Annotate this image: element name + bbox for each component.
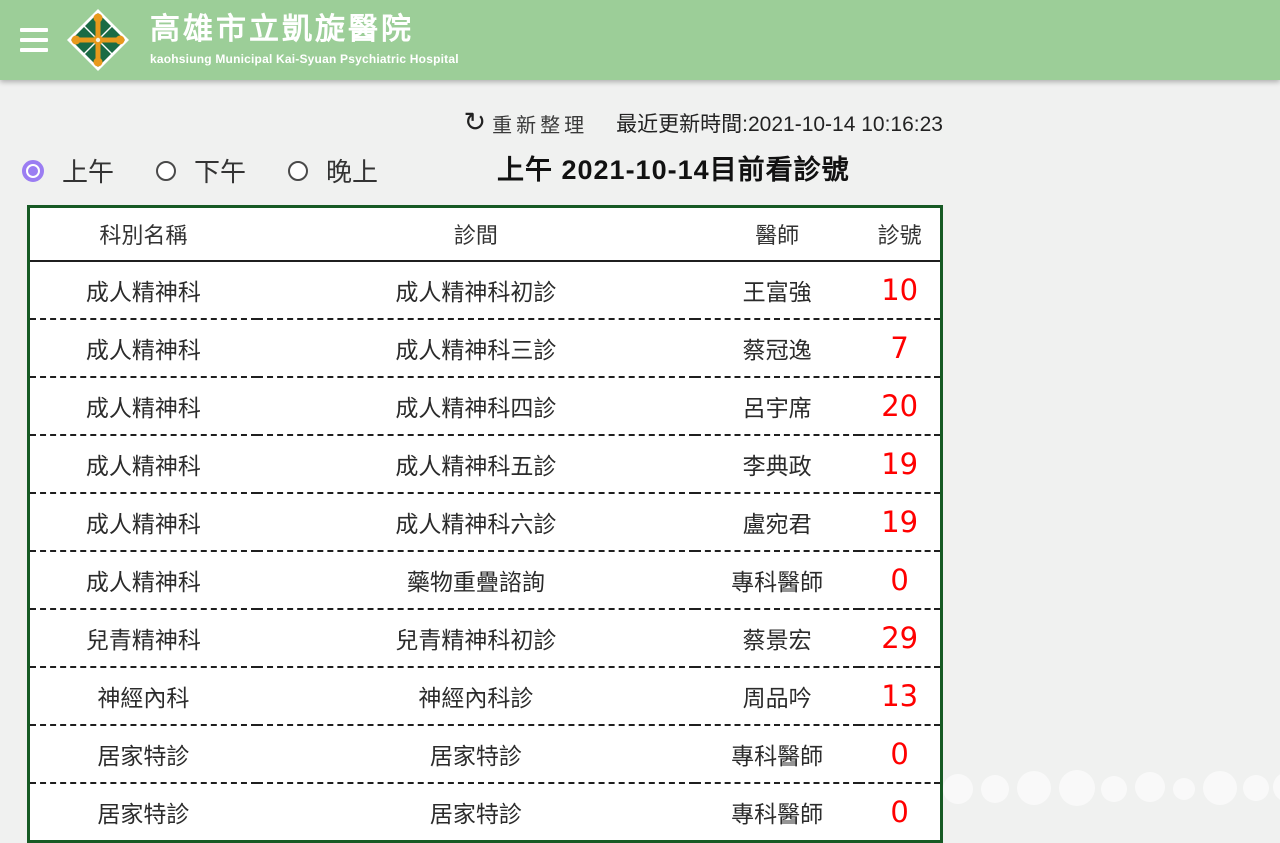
queue-number-cell: 0 — [890, 737, 909, 771]
dept-cell: 居家特診 — [97, 801, 190, 827]
dept-cell: 居家特診 — [97, 743, 190, 769]
toolbar: ↻ 重新整理 最近更新時間:2021-10-14 10:16:23 — [27, 108, 943, 138]
dept-cell: 兒青精神科 — [85, 627, 201, 653]
dept-cell: 成人精神科 — [85, 395, 201, 421]
dept-cell: 成人精神科 — [85, 453, 201, 479]
queue-number-cell: 13 — [881, 679, 919, 713]
queue-number-cell: 0 — [890, 563, 909, 597]
table-row: 成人精神科 成人精神科四診 呂宇席 20 — [28, 377, 942, 435]
main-content: ↻ 重新整理 最近更新時間:2021-10-14 10:16:23 上午 下午 晚上… — [0, 80, 1280, 843]
table-row: 成人精神科 成人精神科五診 李典政 19 — [28, 435, 942, 493]
decorative-dots — [935, 760, 1280, 806]
table-row: 神經內科 神經內科診 周品吟 13 — [28, 667, 942, 725]
hospital-subtitle: kaohsiung Municipal Kai-Syuan Psychiatri… — [150, 52, 459, 66]
table-row: 成人精神科 成人精神科六診 盧宛君 19 — [28, 493, 942, 551]
queue-number-cell: 19 — [881, 505, 919, 539]
refresh-button[interactable]: ↻ 重新整理 — [464, 109, 589, 138]
queue-number-cell: 19 — [881, 447, 919, 481]
room-cell: 成人精神科六診 — [395, 511, 557, 537]
doctor-cell: 蔡冠逸 — [742, 337, 812, 363]
room-cell: 成人精神科五診 — [395, 453, 557, 479]
session-radio-group: 上午 下午 晚上 — [22, 152, 420, 189]
doctor-cell: 專科醫師 — [731, 569, 824, 595]
queue-number-cell: 0 — [890, 795, 909, 829]
room-cell: 居家特診 — [429, 743, 522, 769]
hospital-logo-icon — [66, 8, 130, 72]
doctor-cell: 專科醫師 — [731, 801, 824, 827]
hospital-title: 高雄市立凱旋醫院 — [150, 13, 414, 46]
doctor-cell: 王富強 — [742, 279, 812, 305]
room-cell: 居家特診 — [429, 801, 522, 827]
dept-cell: 成人精神科 — [85, 511, 201, 537]
table-row: 居家特診 居家特診 專科醫師 0 — [28, 725, 942, 783]
queue-table: 科別名稱 診間 醫師 診號 成人精神科 成人精神科初診 王富強 10 成人精神科 成人精神科三診… — [27, 205, 943, 843]
dept-cell: 成人精神科 — [85, 569, 201, 595]
room-cell: 成人精神科四診 — [395, 395, 557, 421]
column-header: 科別名稱 — [28, 206, 257, 262]
session-selector-row: 上午 下午 晚上 上午 2021-10-14目前看診號 — [0, 152, 1280, 192]
queue-number-cell: 7 — [890, 331, 909, 365]
page-title: 上午 2021-10-14目前看診號 — [497, 155, 850, 185]
room-cell: 兒青精神科初診 — [395, 627, 557, 653]
doctor-cell: 呂宇席 — [742, 395, 812, 421]
room-cell: 成人精神科初診 — [395, 279, 557, 305]
table-row: 成人精神科 成人精神科三診 蔡冠逸 7 — [28, 319, 942, 377]
doctor-cell: 李典政 — [742, 453, 812, 479]
room-cell: 成人精神科三診 — [395, 337, 557, 363]
queue-number-cell: 10 — [881, 273, 919, 307]
dept-cell: 神經內科 — [97, 685, 190, 711]
table-header-row: 科別名稱 診間 醫師 診號 — [28, 206, 942, 262]
doctor-cell: 蔡景宏 — [742, 627, 812, 653]
column-header: 診號 — [859, 206, 942, 262]
radio-label: 晚上 — [326, 157, 379, 187]
app-header: 高雄市立凱旋醫院 kaohsiung Municipal Kai-Syuan P… — [0, 0, 1280, 80]
column-header: 醫師 — [694, 206, 860, 262]
session-radio-option-0[interactable]: 上午 — [22, 152, 114, 189]
column-header: 診間 — [256, 206, 695, 262]
table-row: 居家特診 居家特診 專科醫師 0 — [29, 783, 942, 842]
refresh-label: 重新整理 — [492, 114, 589, 137]
dept-cell: 成人精神科 — [85, 279, 201, 305]
last-update-time: 最近更新時間:2021-10-14 10:16:23 — [616, 113, 943, 136]
table-row: 成人精神科 成人精神科初診 王富強 10 — [28, 261, 942, 319]
doctor-cell: 盧宛君 — [742, 511, 812, 537]
radio-unselected-icon[interactable] — [156, 160, 177, 181]
radio-label: 下午 — [194, 157, 247, 187]
dept-cell: 成人精神科 — [85, 337, 201, 363]
table-row: 兒青精神科 兒青精神科初診 蔡景宏 29 — [28, 609, 942, 667]
doctor-cell: 專科醫師 — [731, 743, 824, 769]
session-radio-option-1[interactable]: 下午 — [156, 152, 246, 189]
refresh-icon: ↻ — [463, 107, 487, 138]
doctor-cell: 周品吟 — [742, 685, 812, 711]
radio-selected-icon[interactable] — [22, 159, 44, 182]
queue-number-cell: 20 — [881, 389, 919, 423]
queue-number-cell: 29 — [881, 621, 919, 655]
radio-unselected-icon[interactable] — [288, 160, 309, 181]
menu-icon[interactable] — [20, 28, 48, 52]
radio-label: 上午 — [62, 157, 115, 187]
table-row: 成人精神科 藥物重疊諮詢 專科醫師 0 — [28, 551, 942, 609]
room-cell: 藥物重疊諮詢 — [406, 569, 545, 595]
session-radio-option-2[interactable]: 晚上 — [288, 152, 378, 189]
room-cell: 神經內科診 — [418, 685, 534, 711]
